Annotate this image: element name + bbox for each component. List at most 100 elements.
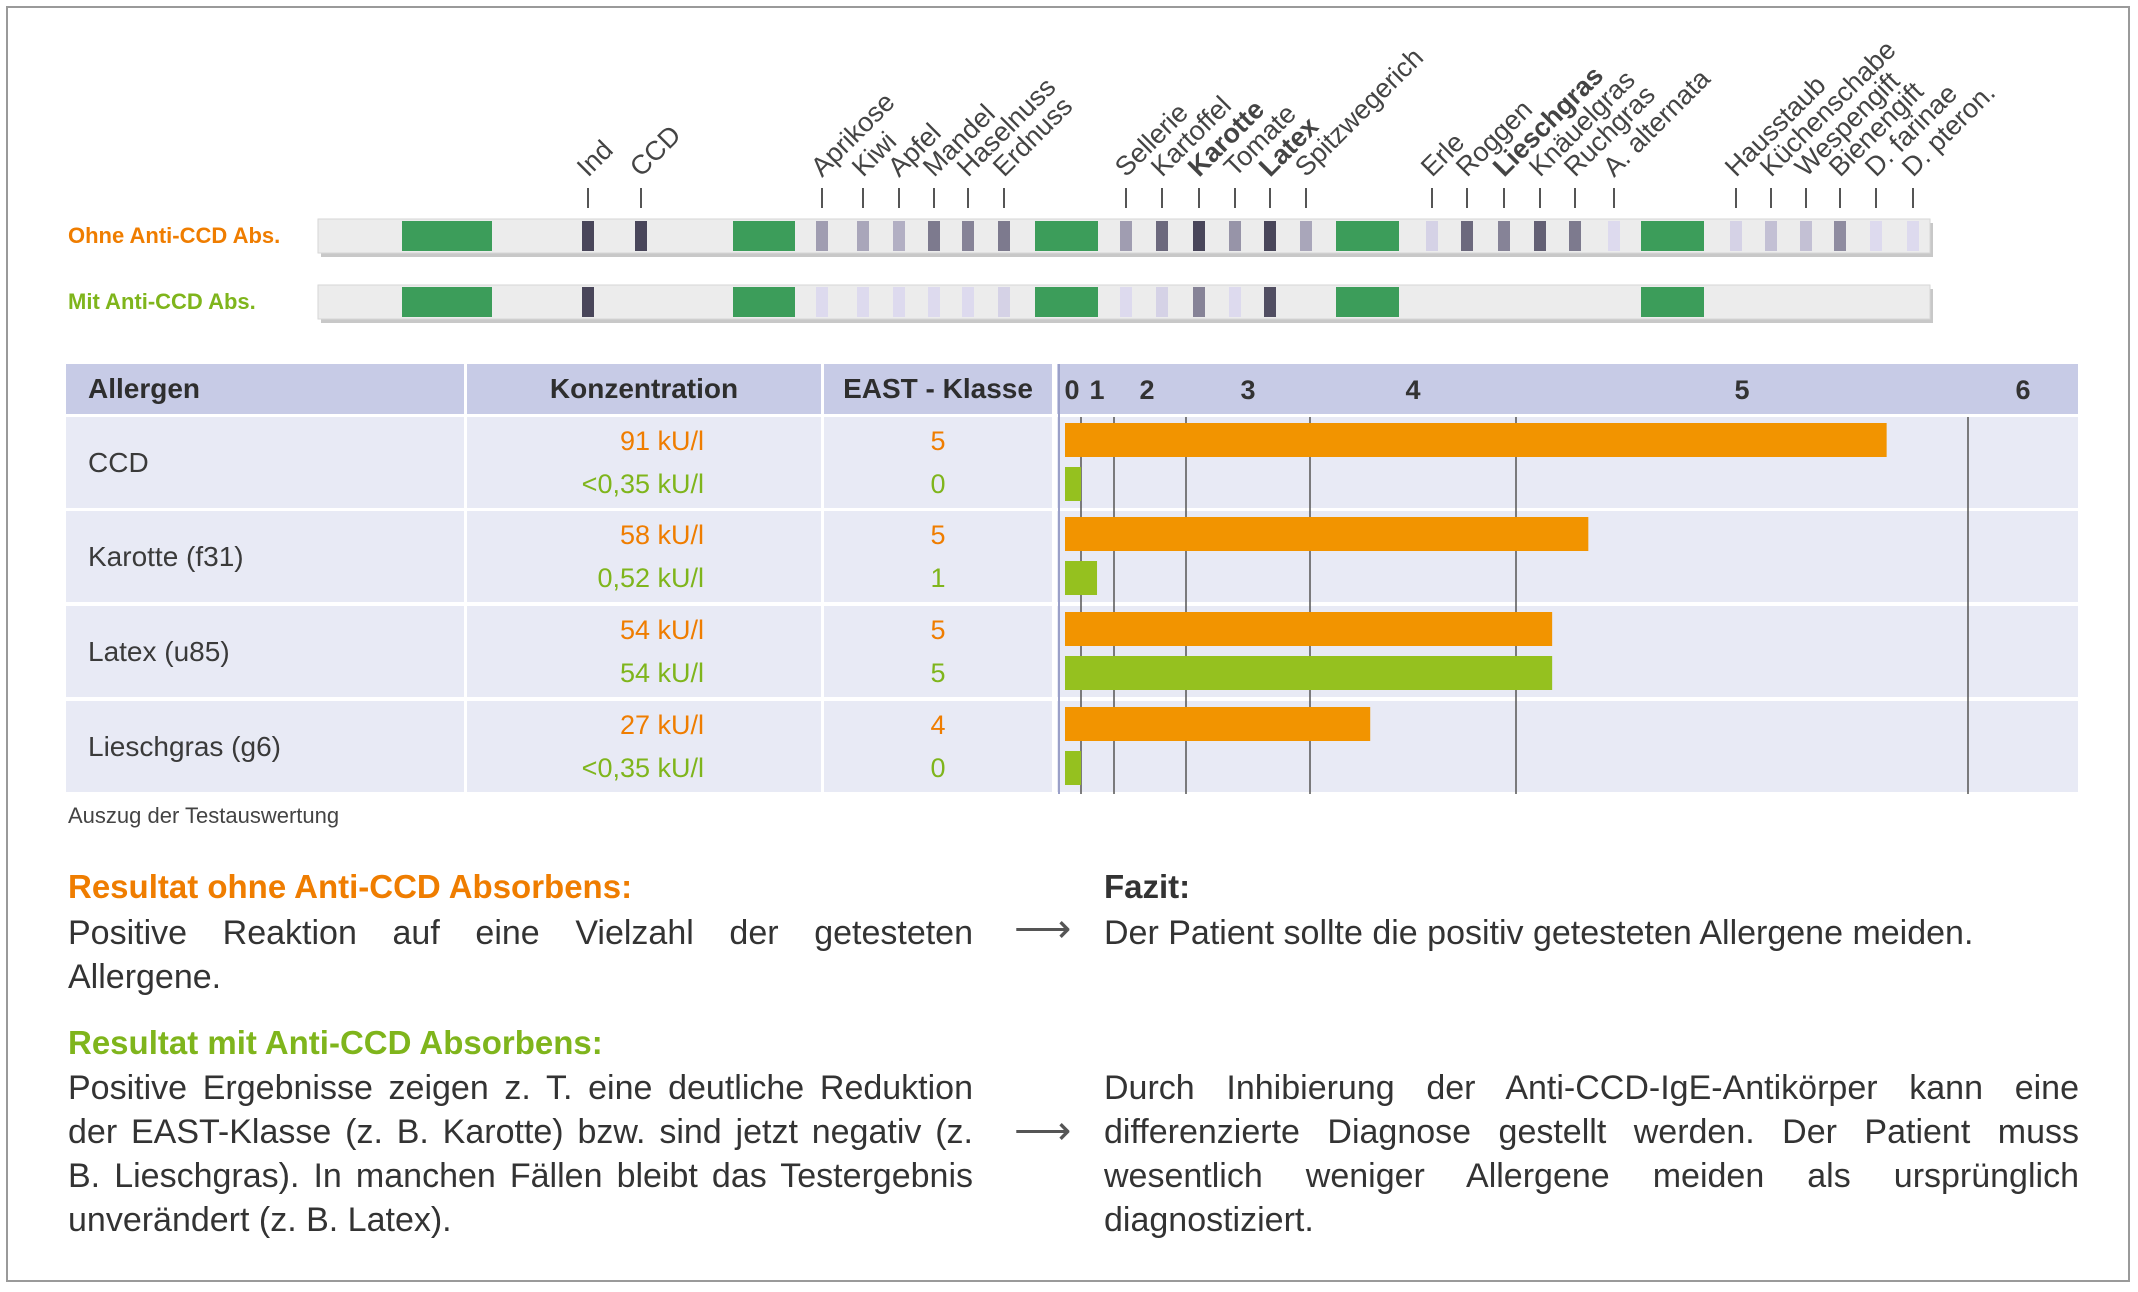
bar-mit [1065,561,1098,595]
control-zone [1336,287,1399,317]
table-caption: Auszug der Testauswertung [68,803,340,828]
concentration-mit: <0,35 kU/l [581,469,704,499]
bar-ohne [1065,612,1553,646]
table-cell [824,511,1052,602]
ohne-result-title: Resultat ohne Anti-CCD Absorbens: [68,868,633,905]
band-ohne [928,221,940,251]
band-ohne [1870,221,1882,251]
marker-label: Spitzwegerich [1289,42,1429,182]
band-ohne [1426,221,1438,251]
table-cell [467,417,821,508]
band-ohne [1569,221,1581,251]
table-cell [467,511,821,602]
band-mit [1120,287,1132,317]
east-class-mit: 0 [930,469,946,499]
table-cell [824,606,1052,697]
east-class-mit: 5 [930,658,946,688]
axis-tick-label: 0 [1064,375,1079,405]
band-ohne [962,221,974,251]
band-mit [962,287,974,317]
mit-arrow-icon: ⟶ [1014,1109,1072,1153]
allergen-name: Karotte (f31) [88,541,244,572]
axis-tick-label: 6 [2015,375,2030,405]
band-ohne [1534,221,1546,251]
band-ohne [1120,221,1132,251]
axis-tick-label: 2 [1139,375,1154,405]
strip-label-ohne: Ohne Anti-CCD Abs. [68,223,280,248]
bar-mit [1065,751,1081,785]
band-ohne [1800,221,1812,251]
table-cell [824,417,1052,508]
band-mit [998,287,1010,317]
bar-ohne [1065,707,1371,741]
band-mit [857,287,869,317]
marker-label: Ind [571,134,619,182]
band-mit [928,287,940,317]
mit-result-text: Positive Ergebnisse zeigen z. T. eine de… [68,1069,973,1239]
east-class-ohne: 5 [930,426,946,456]
axis-tick-label: 3 [1240,375,1255,405]
band-mit [1229,287,1241,317]
mit-conclusion-text: Durch Inhibierung der Anti-CCD-IgE-Antik… [1104,1069,2079,1239]
control-zone [1641,287,1704,317]
band-ohne [635,221,647,251]
band-mit [1193,287,1205,317]
concentration-ohne: 54 kU/l [619,615,704,645]
table-cell [66,606,464,697]
test-strips: Ohne Anti-CCD Abs. Mit Anti-CCD Abs. Ind CC… [68,35,2001,323]
band-mit [1156,287,1168,317]
ohne-arrow-icon: ⟶ [1014,907,1072,951]
concentration-ohne: 27 kU/l [619,710,704,740]
control-zone [733,221,795,251]
band-mit [893,287,905,317]
band-ohne [857,221,869,251]
control-zone [1641,221,1704,251]
fazit-title: Fazit: [1104,868,1191,905]
header-konzentration: Konzentration [467,364,821,414]
table-cell [66,511,464,602]
band-ohne [1907,221,1919,251]
chart-header [1057,364,2078,414]
table-cell [467,701,821,792]
east-class-ohne: 4 [930,710,946,740]
allergen-name: CCD [88,447,149,478]
bar-ohne [1065,517,1589,551]
header-east-klasse: EAST - Klasse [824,364,1052,414]
control-zone [733,287,795,317]
mit-result-title: Resultat mit Anti-CCD Absorbens: [68,1024,603,1061]
band-ohne [1498,221,1510,251]
table-cell [66,701,464,792]
band-ohne [1765,221,1777,251]
marker-label: CCD [624,120,687,183]
figure-frame [6,6,2130,1282]
band-ohne [893,221,905,251]
control-zone [402,221,492,251]
table-cell [467,606,821,697]
band-ohne [1300,221,1312,251]
band-mit [816,287,828,317]
band-ohne [1834,221,1846,251]
east-class-mit: 1 [930,563,946,593]
band-mit [1264,287,1276,317]
fazit-text: Der Patient sollte die positiv getestete… [1104,914,1974,952]
band-ohne [1229,221,1241,251]
concentration-ohne: 58 kU/l [619,520,704,550]
control-zone [1336,221,1399,251]
band-ohne [816,221,828,251]
control-zone [402,287,492,317]
bar-mit [1065,467,1081,501]
band-ohne [1608,221,1620,251]
table-cell [824,701,1052,792]
band-ohne [1264,221,1276,251]
control-zone [1035,221,1098,251]
band-mit [582,287,594,317]
concentration-mit: 0,52 kU/l [597,563,704,593]
band-ohne [1156,221,1168,251]
axis-tick-label: 1 [1089,375,1104,405]
band-ohne [998,221,1010,251]
table-cell [66,417,464,508]
band-ohne [1193,221,1205,251]
east-class-ohne: 5 [930,520,946,550]
ohne-result-text: Positive Reaktion auf eine Vielzahl der … [68,914,973,996]
